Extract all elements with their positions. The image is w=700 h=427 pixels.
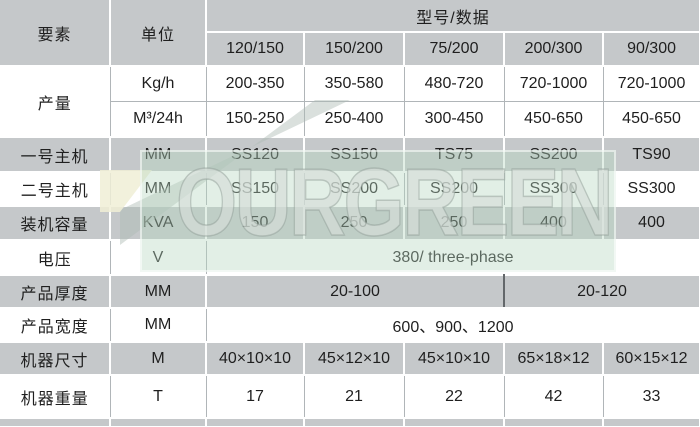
cell-host1-1: SS150 xyxy=(303,136,405,173)
cell-host2-3: SS300 xyxy=(503,171,604,207)
header-model-data: 型号/数据 xyxy=(204,0,700,33)
unit-thickness: MM xyxy=(109,274,207,309)
cell-host2-1: SS200 xyxy=(303,171,405,207)
label-size: 机器尺寸 xyxy=(0,341,111,376)
table-row-output-m3: M³/24h 150-250 250-400 300-450 450-650 4… xyxy=(0,100,700,138)
cell-size-1: 45×12×10 xyxy=(303,341,405,376)
label-voltage: 电压 xyxy=(0,239,111,276)
cell-output-kgh-4: 720-1000 xyxy=(602,65,700,102)
cell-size-0: 40×10×10 xyxy=(205,341,305,376)
cell-output-m3-1: 250-400 xyxy=(303,100,405,138)
table-row-host1: 一号主机 MM SS120 SS150 TS75 SS200 TS90 xyxy=(0,136,700,173)
label-thickness: 产品厚度 xyxy=(0,274,111,309)
cell-partial-0 xyxy=(0,417,111,427)
header-model-2: 75/200 xyxy=(403,31,505,67)
unit-output-m3: M³/24h xyxy=(110,100,207,138)
cell-output-m3-4: 450-650 xyxy=(602,100,700,138)
label-host2: 二号主机 xyxy=(0,171,111,207)
header-model-4: 90/300 xyxy=(601,31,700,67)
header-unit: 单位 xyxy=(109,0,207,67)
unit-size: M xyxy=(109,341,207,376)
table-row-host2: 二号主机 MM SS150 SS200 SS200 SS300 SS300 xyxy=(0,171,700,207)
label-output: 产量 xyxy=(0,65,111,138)
cell-partial-3 xyxy=(303,417,405,427)
cell-output-kgh-3: 720-1000 xyxy=(503,65,604,102)
cell-weight-0: 17 xyxy=(205,374,305,419)
cell-partial-2 xyxy=(205,417,305,427)
cell-voltage-value: 380/ three-phase xyxy=(205,239,700,276)
cell-partial-1 xyxy=(109,417,207,427)
cell-thickness-a: 20-100 xyxy=(205,274,505,309)
cell-capacity-4: 400 xyxy=(601,205,700,241)
cell-weight-1: 21 xyxy=(303,374,405,419)
cell-weight-4: 33 xyxy=(602,374,700,419)
table-row-models: 120/150 150/200 75/200 200/300 90/300 xyxy=(0,31,700,67)
unit-host1: MM xyxy=(109,136,207,173)
table-row-thickness: 产品厚度 MM 20-100 20-120 xyxy=(0,274,700,309)
header-model-1: 150/200 xyxy=(303,31,405,67)
cell-weight-3: 42 xyxy=(503,374,604,419)
cell-host2-2: SS200 xyxy=(403,171,505,207)
unit-host2: MM xyxy=(109,171,207,207)
cell-partial-5 xyxy=(503,417,604,427)
cell-width-value: 600、900、1200 xyxy=(205,307,700,343)
cell-host1-4: TS90 xyxy=(601,136,700,173)
unit-output-kgh: Kg/h xyxy=(109,65,207,102)
table-row-output-kgh: 产量 Kg/h 200-350 350-580 480-720 720-1000… xyxy=(0,65,700,138)
cell-capacity-2: 250 xyxy=(403,205,505,241)
table-row-header1: 要素 单位 型号/数据 xyxy=(0,0,700,67)
table-row-partial xyxy=(0,417,700,427)
cell-output-m3-2: 300-450 xyxy=(403,100,505,138)
cell-host2-0: SS150 xyxy=(205,171,305,207)
label-capacity: 装机容量 xyxy=(0,205,111,241)
cell-size-4: 60×15×12 xyxy=(601,341,700,376)
cell-output-m3-3: 450-650 xyxy=(503,100,604,138)
table-row-width: 产品宽度 MM 600、900、1200 xyxy=(0,307,700,343)
header-model-0: 120/150 xyxy=(206,31,305,67)
cell-partial-6 xyxy=(601,417,700,427)
cell-thickness-b: 20-120 xyxy=(502,274,700,309)
header-model-3: 200/300 xyxy=(503,31,604,67)
unit-width: MM xyxy=(109,307,207,343)
cell-host2-4: SS300 xyxy=(602,171,700,207)
unit-weight: T xyxy=(109,374,207,419)
cell-capacity-1: 250 xyxy=(303,205,405,241)
cell-output-kgh-2: 480-720 xyxy=(403,65,505,102)
cell-output-m3-0: 150-250 xyxy=(205,100,305,138)
unit-capacity: KVA xyxy=(109,205,207,241)
table-row-capacity: 装机容量 KVA 150 250 250 400 400 xyxy=(0,205,700,241)
cell-capacity-0: 150 xyxy=(205,205,305,241)
header-element: 要素 xyxy=(0,0,111,67)
cell-weight-2: 22 xyxy=(403,374,505,419)
cell-output-kgh-0: 200-350 xyxy=(205,65,305,102)
cell-capacity-3: 400 xyxy=(503,205,604,241)
cell-host1-2: TS75 xyxy=(403,136,505,173)
table-row-weight: 机器重量 T 17 21 22 42 33 xyxy=(0,374,700,419)
unit-voltage: V xyxy=(109,239,207,276)
cell-host1-0: SS120 xyxy=(205,136,305,173)
label-width: 产品宽度 xyxy=(0,307,111,343)
table-row-size: 机器尺寸 M 40×10×10 45×12×10 45×10×10 65×18×… xyxy=(0,341,700,376)
cell-size-3: 65×18×12 xyxy=(503,341,604,376)
table-row-voltage: 电压 V 380/ three-phase xyxy=(0,239,700,276)
label-host1: 一号主机 xyxy=(0,136,111,173)
cell-host1-3: SS200 xyxy=(503,136,604,173)
label-weight: 机器重量 xyxy=(0,374,111,419)
cell-output-kgh-1: 350-580 xyxy=(303,65,405,102)
cell-size-2: 45×10×10 xyxy=(403,341,505,376)
cell-partial-4 xyxy=(403,417,505,427)
